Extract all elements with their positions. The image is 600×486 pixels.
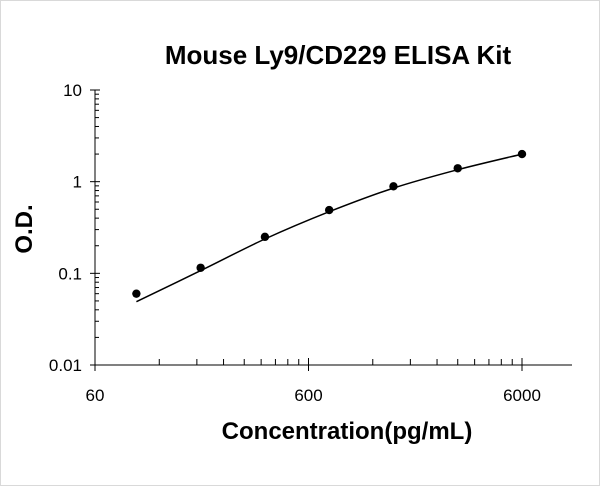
x-axis-title: Concentration(pg/mL) <box>222 418 473 445</box>
data-point <box>324 205 334 215</box>
x-tick-label: 60 <box>86 386 105 405</box>
data-point <box>260 232 270 242</box>
data-point <box>453 164 462 173</box>
x-tick-label: 600 <box>294 386 322 405</box>
plot-area <box>132 149 527 303</box>
y-tick-label: 0.1 <box>58 264 82 283</box>
data-point <box>196 263 205 272</box>
y-tick-label: 10 <box>63 81 82 100</box>
data-point <box>132 289 141 298</box>
chart-title: Mouse Ly9/CD229 ELISA Kit <box>165 40 512 70</box>
data-point <box>389 182 398 191</box>
data-point <box>517 149 527 159</box>
fit-curve <box>136 153 523 303</box>
y-tick-label: 0.01 <box>49 356 82 375</box>
x-tick-label: 6000 <box>503 386 541 405</box>
axes: 0.01 0.1 1 10 60 600 6000 <box>49 81 572 405</box>
y-tick-label: 1 <box>73 173 82 192</box>
y-axis-title: O.D. <box>11 204 38 253</box>
